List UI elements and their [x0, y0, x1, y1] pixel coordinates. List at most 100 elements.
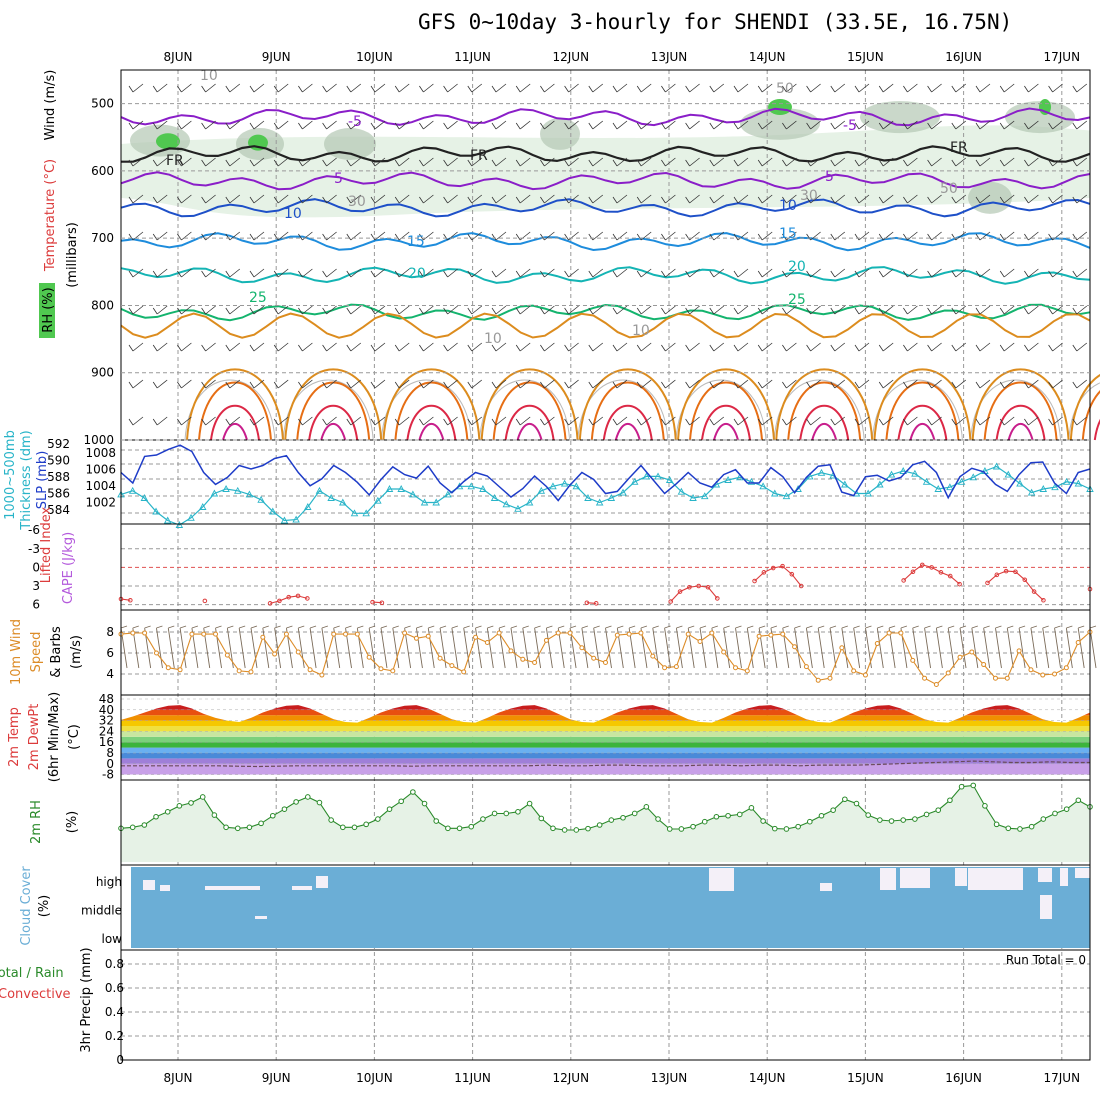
thickness-point — [362, 509, 370, 517]
wind-barb — [515, 379, 531, 389]
warm-isotherm-0-0 — [186, 368, 284, 441]
wind-barb — [975, 120, 991, 130]
isotherm-25 — [120, 303, 1091, 322]
wind-speed-point — [331, 631, 337, 637]
wind-barb — [927, 120, 942, 130]
wind-speed-point — [591, 655, 597, 661]
wind-barb — [830, 305, 846, 315]
li-point — [1031, 589, 1037, 594]
rh-point — [748, 805, 755, 811]
wind-barb — [564, 83, 579, 93]
wind-speed-point — [508, 648, 514, 654]
wind-barb — [201, 120, 216, 130]
warm-isotherm-0-8 — [971, 368, 1070, 441]
thickness-point — [1062, 477, 1071, 485]
warm-isotherm-1-3 — [492, 381, 567, 441]
wind-barb — [443, 120, 458, 130]
wind-barb — [152, 268, 168, 278]
rh-point — [970, 782, 977, 789]
date-label-bottom: 10JUN — [356, 1071, 393, 1085]
contour-label: 30 — [348, 194, 366, 210]
wind-barb — [661, 194, 676, 204]
wind-barb — [1072, 268, 1088, 278]
thickness-point — [642, 472, 651, 480]
rh-point — [1028, 823, 1035, 830]
wind-barb — [1024, 416, 1039, 426]
wind-barb — [322, 83, 337, 93]
temp-label-1: 2m Temp — [7, 707, 22, 767]
rh-point — [410, 789, 416, 795]
wind-barb — [636, 379, 652, 389]
wind-barb — [443, 379, 458, 389]
wind-speed-point — [1040, 672, 1046, 678]
wind-barb — [201, 305, 216, 315]
li-tick-label: -3 — [28, 542, 40, 556]
wind-barb — [661, 342, 676, 352]
wind-barb — [564, 268, 579, 278]
wind-speed-point — [839, 645, 845, 651]
li-point — [929, 565, 934, 570]
surface-wind-barb — [794, 625, 802, 669]
wind-tick-label: 8 — [106, 625, 114, 639]
date-label-bottom: 14JUN — [749, 1071, 786, 1085]
surface-wind-barb — [1077, 625, 1085, 669]
wind-barb — [370, 379, 386, 389]
wind-barb — [709, 268, 725, 278]
wind-barb — [903, 416, 918, 426]
wind-barb — [999, 231, 1015, 241]
date-label-top: 15JUN — [847, 50, 884, 64]
thickness-point — [899, 467, 907, 474]
wind-barb — [903, 305, 918, 315]
wind-barb — [515, 342, 531, 352]
warm-isotherm-3-4 — [614, 422, 641, 441]
wind-barb — [298, 379, 313, 389]
wind-barb — [298, 305, 313, 315]
cloud-gap — [955, 868, 967, 886]
li-point — [1003, 568, 1009, 574]
li-point — [379, 600, 385, 606]
wind-barb — [757, 416, 773, 426]
wind-barb — [394, 416, 410, 426]
rh-point — [935, 807, 942, 813]
wind-barb — [152, 416, 168, 426]
warm-isotherm-0-7 — [873, 368, 972, 441]
pressure-tick-label: 900 — [91, 366, 114, 380]
wind-barb — [1024, 342, 1039, 352]
wind-speed-point — [969, 649, 975, 655]
wind-barb — [201, 194, 216, 204]
thickness-point — [233, 486, 242, 494]
wind-speed-point — [283, 631, 289, 637]
li-point — [789, 571, 795, 577]
surface-wind-barb — [486, 625, 494, 669]
thickness-point — [607, 494, 616, 501]
surface-wind-barb — [605, 625, 612, 669]
wind-barb — [273, 268, 289, 278]
li-point — [696, 583, 701, 589]
wind-speed-point — [142, 630, 148, 636]
wind-barb — [709, 379, 725, 389]
rh-contour-low-0 — [184, 379, 276, 441]
wind-barb — [757, 305, 773, 315]
wind-barb — [515, 83, 531, 93]
surface-wind-barb — [297, 625, 305, 669]
li-point — [1041, 597, 1046, 603]
wind-barb — [152, 194, 168, 204]
wind-speed-point — [496, 630, 502, 636]
thickness-point — [689, 494, 697, 501]
wind-barb — [661, 157, 676, 167]
thickness-point — [280, 516, 289, 524]
wind-barb — [975, 305, 991, 315]
wind-barb — [975, 194, 991, 204]
wind-barb — [346, 120, 362, 130]
thickness-point — [794, 485, 802, 492]
rh-contour-low-2 — [380, 379, 472, 441]
surface-wind-barb — [522, 625, 530, 669]
wind-barb — [854, 231, 870, 241]
wind-speed-point — [177, 667, 183, 673]
wind-barb — [273, 120, 289, 130]
wind-barb — [612, 268, 628, 278]
precip-unit-label: 3hr Precip (mm) — [79, 947, 94, 1052]
wind-speed-point — [165, 665, 171, 671]
rh-point — [211, 812, 218, 818]
date-label-top: 17JUN — [1044, 50, 1081, 64]
